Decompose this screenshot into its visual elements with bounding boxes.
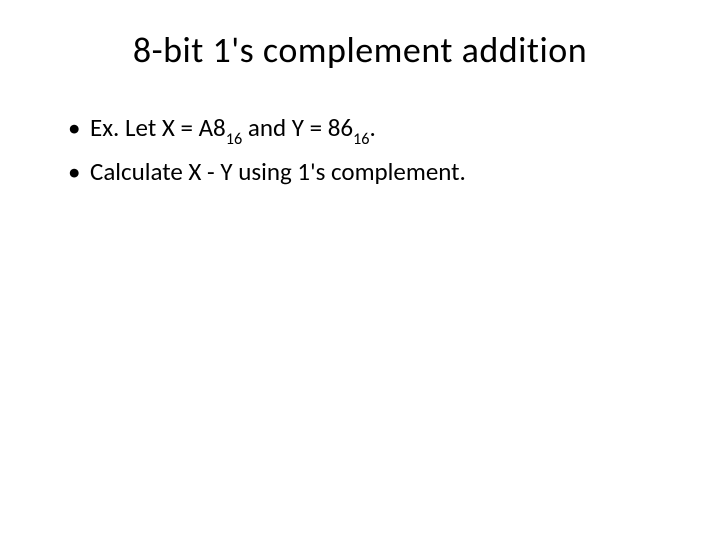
bullet-1-mid: and Y = 86 [242, 112, 353, 143]
bullet-1-suffix: . [370, 112, 376, 143]
bullet-item-2: Calculate X - Y using 1's complement. [68, 154, 670, 189]
bullet-1-prefix: Ex. Let X = A8 [90, 112, 226, 143]
bullet-1-sub2: 16 [353, 130, 369, 149]
slide-title: 8-bit 1's complement addition [50, 28, 670, 72]
bullet-item-1: Ex. Let X = A816 and Y = 8616. [68, 110, 670, 150]
bullet-2-text: Calculate X - Y using 1's complement. [90, 156, 466, 187]
bullet-1-sub1: 16 [226, 130, 242, 149]
bullet-list: Ex. Let X = A816 and Y = 8616. Calculate… [50, 110, 670, 189]
slide-container: 8-bit 1's complement addition Ex. Let X … [0, 0, 720, 540]
